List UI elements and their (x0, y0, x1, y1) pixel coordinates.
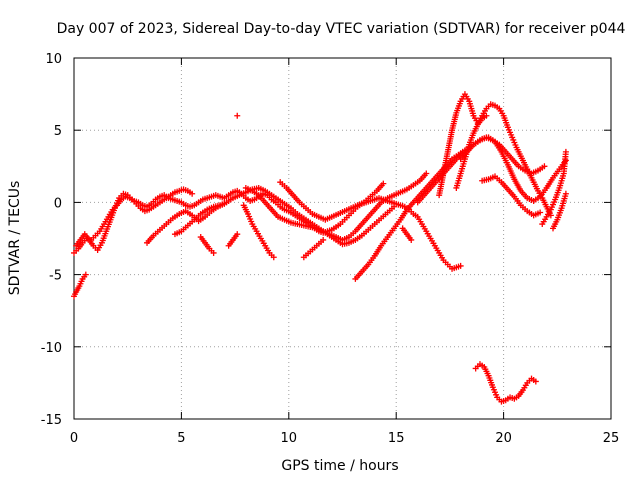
y-tick-label: 5 (54, 124, 62, 139)
x-axis-label: GPS time / hours (281, 458, 398, 474)
data-point (320, 236, 327, 243)
series-arc-q (457, 134, 548, 177)
x-tick-label: 15 (388, 431, 405, 446)
y-tick-label: 10 (45, 52, 62, 67)
data-point (537, 209, 544, 216)
data-point (423, 170, 430, 177)
data-point (483, 112, 490, 119)
series-arc-o (436, 91, 554, 219)
series-arc-h (240, 202, 277, 261)
data-point (82, 271, 89, 278)
y-tick-label: -5 (49, 269, 62, 284)
y-tick-label: -15 (41, 413, 62, 428)
x-tick-label: 5 (177, 431, 185, 446)
data-point (547, 212, 554, 219)
data-point (562, 190, 569, 197)
series-arc-k (300, 236, 327, 261)
y-tick-label: 0 (54, 196, 62, 211)
series-arc-s (539, 148, 569, 228)
data-point (408, 236, 415, 243)
data-point (189, 190, 196, 197)
series-arc-g (225, 231, 241, 249)
series-arc-c (73, 186, 196, 254)
x-tick-label: 0 (70, 431, 78, 446)
series-arc-r (479, 173, 544, 219)
x-tick-label: 25 (603, 431, 620, 446)
axis-ticks: 0 5 10 15 20 25 -15 -10 -5 0 5 10 (41, 52, 620, 446)
plot-frame (73, 57, 612, 420)
x-tick-label: 10 (281, 431, 298, 446)
series-arc-j (277, 179, 387, 223)
data-point (532, 378, 539, 385)
y-tick-label: -10 (41, 341, 62, 356)
x-tick-label: 20 (495, 431, 512, 446)
series-arc-e (171, 184, 398, 248)
series-arc-a (71, 271, 89, 300)
series-arc-f (197, 234, 217, 256)
data-point (541, 163, 548, 170)
data-point (457, 262, 464, 269)
series-arc-m (399, 225, 415, 243)
data-point (234, 231, 241, 238)
data-point (234, 112, 241, 119)
data-point (380, 180, 387, 187)
data-point (391, 203, 398, 210)
data-point (270, 254, 277, 261)
series-outlier (234, 112, 241, 119)
y-axis-label: SDTVAR / TECUs (7, 181, 23, 296)
series-arc-i (242, 170, 430, 243)
series-arc-t (550, 190, 569, 232)
data-point (562, 148, 569, 155)
series-arc-p (453, 112, 490, 191)
data-point (210, 249, 217, 256)
chart-title: Day 007 of 2023, Sidereal Day-to-day VTE… (57, 21, 626, 37)
series-arc-u (472, 361, 539, 405)
data-marks (71, 91, 569, 405)
